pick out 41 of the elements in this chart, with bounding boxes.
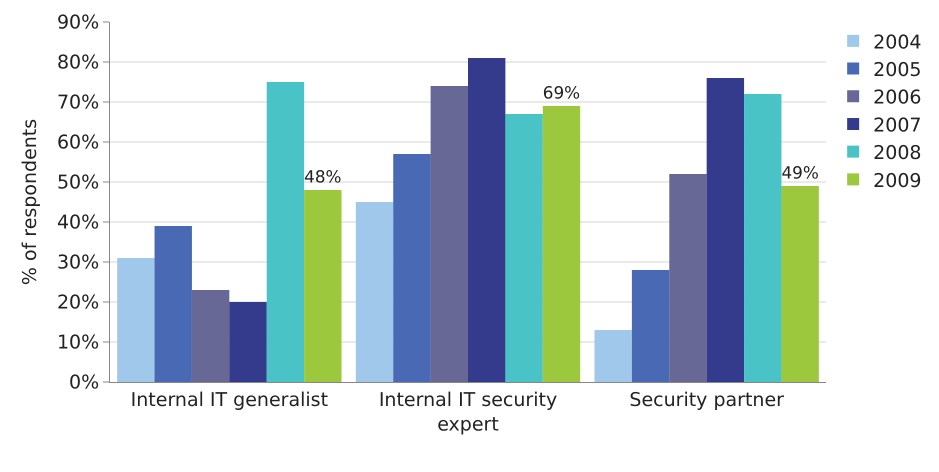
bar <box>430 86 468 382</box>
legend-label: 2008 <box>873 142 922 164</box>
y-tick-label: 70% <box>56 92 100 114</box>
y-tick-label: 40% <box>56 212 100 234</box>
bar <box>117 258 155 382</box>
y-tick-label: 20% <box>56 292 100 314</box>
legend-label: 2009 <box>873 170 922 192</box>
bar <box>594 330 632 382</box>
bar <box>356 202 394 382</box>
x-tick-label: Internal IT security expert <box>378 388 558 436</box>
bar <box>632 270 670 382</box>
legend-label: 2004 <box>873 31 922 54</box>
bar <box>669 174 707 382</box>
bar <box>229 302 267 382</box>
bar <box>505 114 543 382</box>
bar <box>192 290 230 382</box>
y-tick-label: 50% <box>56 172 100 194</box>
data-label: 49% <box>781 162 819 183</box>
bar <box>542 106 580 382</box>
legend-label: 2007 <box>873 114 922 136</box>
y-tick-label: 10% <box>56 332 100 354</box>
bar <box>781 186 819 382</box>
legend-label: 2006 <box>873 86 922 109</box>
bar <box>266 82 304 382</box>
y-tick-label: 80% <box>56 52 100 74</box>
legend-label: 2005 <box>873 58 922 81</box>
y-tick-label: 30% <box>56 252 100 274</box>
y-tick-label: 0% <box>69 372 100 394</box>
data-label: 48% <box>304 166 342 187</box>
bar <box>706 78 744 382</box>
y-tick-label: 60% <box>56 132 100 154</box>
bar <box>393 154 431 382</box>
y-axis-title: % of respondents <box>18 118 41 286</box>
data-label: 69% <box>542 82 580 103</box>
x-tick-label: Security partner <box>629 388 784 411</box>
x-tick-label: Internal IT generalist <box>130 388 328 411</box>
bar <box>744 94 782 382</box>
bar <box>304 190 342 382</box>
bar <box>468 58 506 382</box>
bar <box>154 226 192 382</box>
y-tick-label: 90% <box>56 12 100 34</box>
